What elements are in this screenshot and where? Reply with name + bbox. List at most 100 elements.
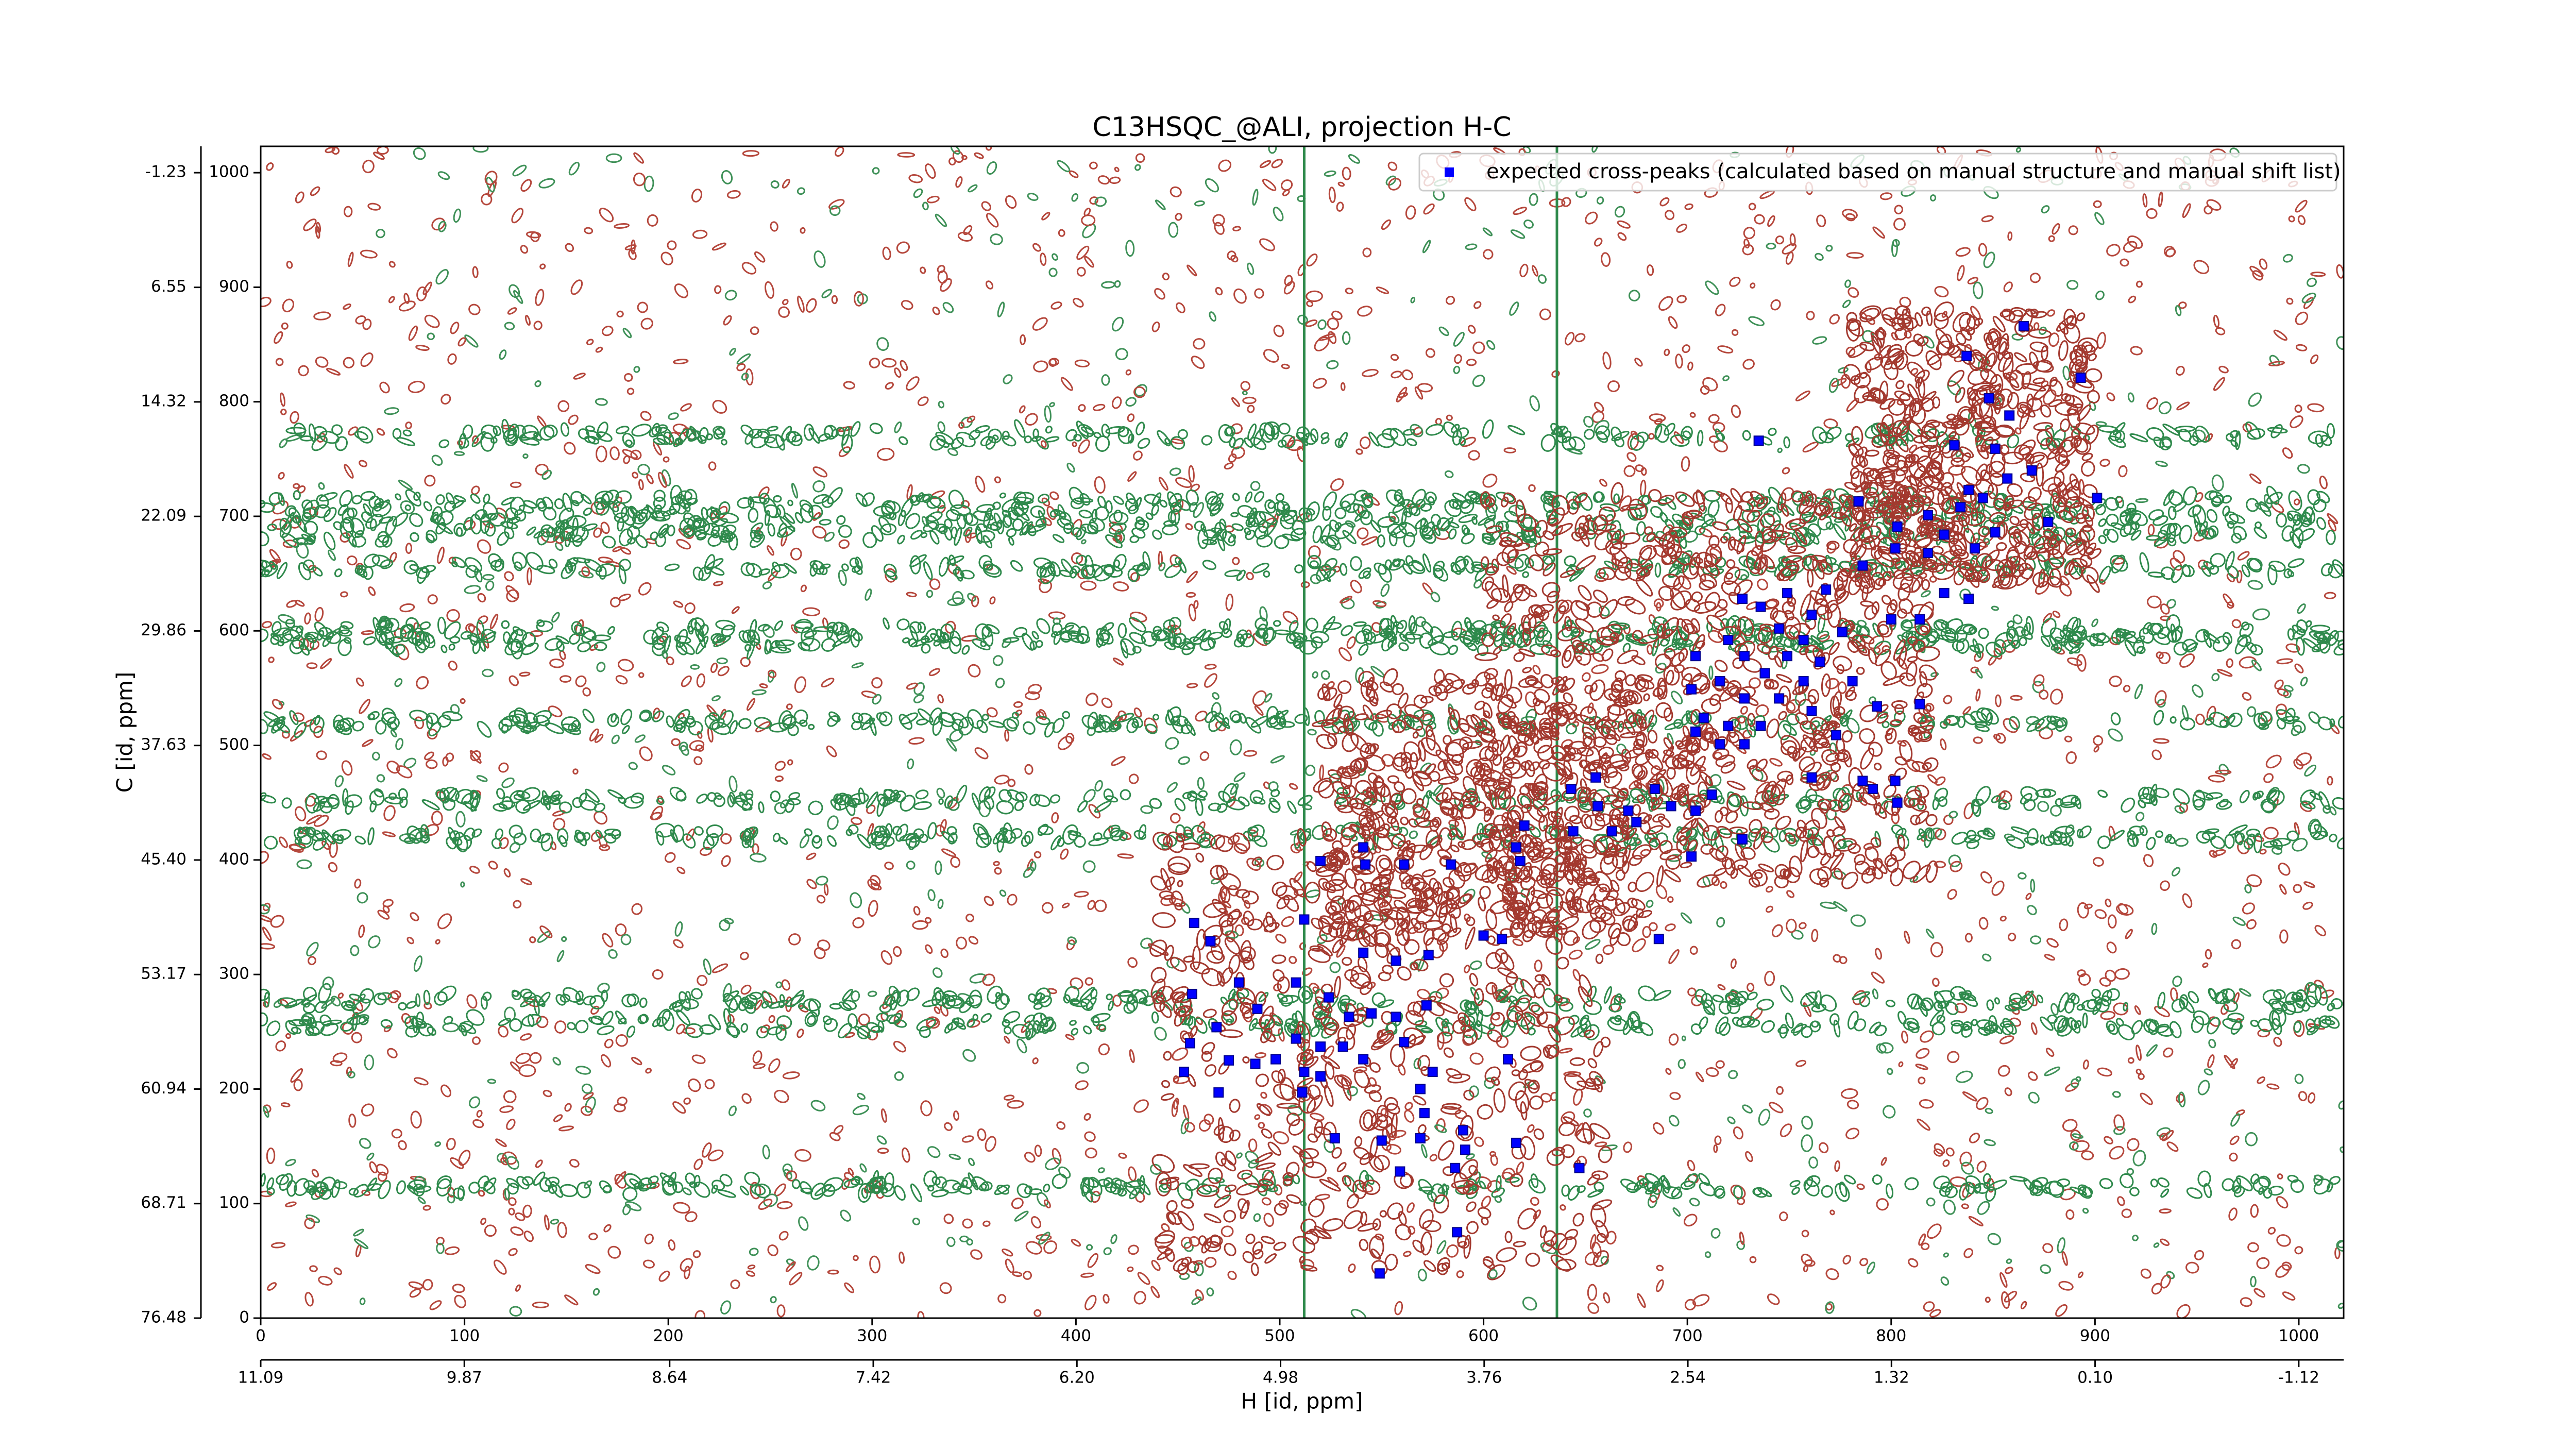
contour [2323,805,2331,814]
contour [535,289,545,306]
contour [2065,1209,2075,1220]
contour [1887,1068,1893,1075]
contour [1767,1293,1780,1305]
contour [833,1125,844,1135]
contour [2237,551,2250,561]
contour [1766,242,1776,250]
contour [460,881,465,888]
contour [2182,893,2193,908]
contour [2218,365,2229,374]
contour [452,1284,465,1293]
contour [322,976,334,990]
contour [2259,258,2268,270]
contour [2061,1251,2068,1266]
contour [1522,1296,1537,1311]
contour [684,1266,691,1279]
contour [2099,459,2110,467]
contour [1917,715,1936,723]
contour [2176,401,2190,411]
contour [1162,273,1170,281]
contour [1731,329,1739,336]
contour [1705,1067,1719,1077]
contour [1848,287,1859,298]
contour [1401,369,1413,381]
contour [927,1146,941,1158]
contour [501,777,515,788]
contour [550,1219,560,1225]
contour [2213,377,2225,391]
contour [414,716,425,730]
contour [2011,1007,2020,1015]
contour [2211,474,2224,492]
contour [2012,614,2023,625]
contour [384,407,399,415]
contour [852,1104,870,1116]
contour [1927,774,1938,784]
contour [1977,1201,1990,1215]
contour [2136,280,2143,288]
contour [2278,863,2291,876]
contour [1158,551,1163,567]
contour [838,569,847,586]
contour [884,862,894,870]
contour [1118,1152,1127,1159]
contour [1623,1141,1633,1153]
contour [1893,217,1906,231]
contour [2304,764,2317,777]
contour [1112,316,1124,332]
contour [1453,331,1465,347]
contour [1049,402,1055,408]
contour [413,1077,429,1086]
contour [942,301,954,313]
contour [953,1110,960,1121]
contour [925,944,933,954]
contour [1390,353,1399,361]
contour [672,1101,686,1114]
contour [1747,983,1755,992]
contour [2179,653,2195,668]
contour [330,996,341,1007]
contour [1671,690,1683,705]
contour [762,625,775,638]
contour [1165,737,1179,750]
contour [472,146,489,153]
contour [1185,523,1193,530]
contour [926,195,940,204]
contour [1921,590,1931,598]
contour [2076,654,2087,672]
contour [1709,548,1723,561]
contour [2065,751,2077,764]
contour [1689,412,1696,418]
contour [1446,1244,1459,1258]
contour [1019,405,1026,414]
contour [508,1248,518,1256]
contour [711,695,721,702]
contour [1658,296,1673,311]
contour [1749,1256,1757,1263]
contour [2293,759,2303,770]
contour [1045,1157,1061,1170]
contour [1468,450,1480,461]
contour [1935,776,1946,786]
contour [1472,341,1485,355]
contour [424,751,434,761]
contour [897,152,916,158]
contour [2158,651,2171,665]
contour [1934,861,1946,868]
contour [974,152,984,159]
contour [1647,722,1654,733]
contour [1403,1251,1412,1257]
contour [2105,898,2112,907]
contour [1534,959,1543,972]
contour [2041,205,2050,214]
contour-layer [261,146,2344,1318]
contour [634,734,646,743]
contour [894,1071,904,1081]
contour [1040,440,1047,448]
contour [880,1108,887,1123]
contour [1445,295,1455,305]
contour [745,1270,756,1277]
contour [957,231,973,242]
contour [1185,592,1196,598]
contour [1833,901,1848,912]
